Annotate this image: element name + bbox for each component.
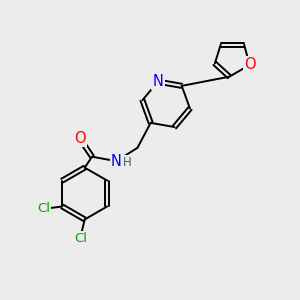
Text: Cl: Cl <box>74 232 87 245</box>
Text: Cl: Cl <box>37 202 50 215</box>
Text: O: O <box>74 131 85 146</box>
Text: N: N <box>152 74 164 89</box>
Text: O: O <box>244 58 255 73</box>
Text: N: N <box>111 154 122 169</box>
Text: H: H <box>123 156 132 169</box>
